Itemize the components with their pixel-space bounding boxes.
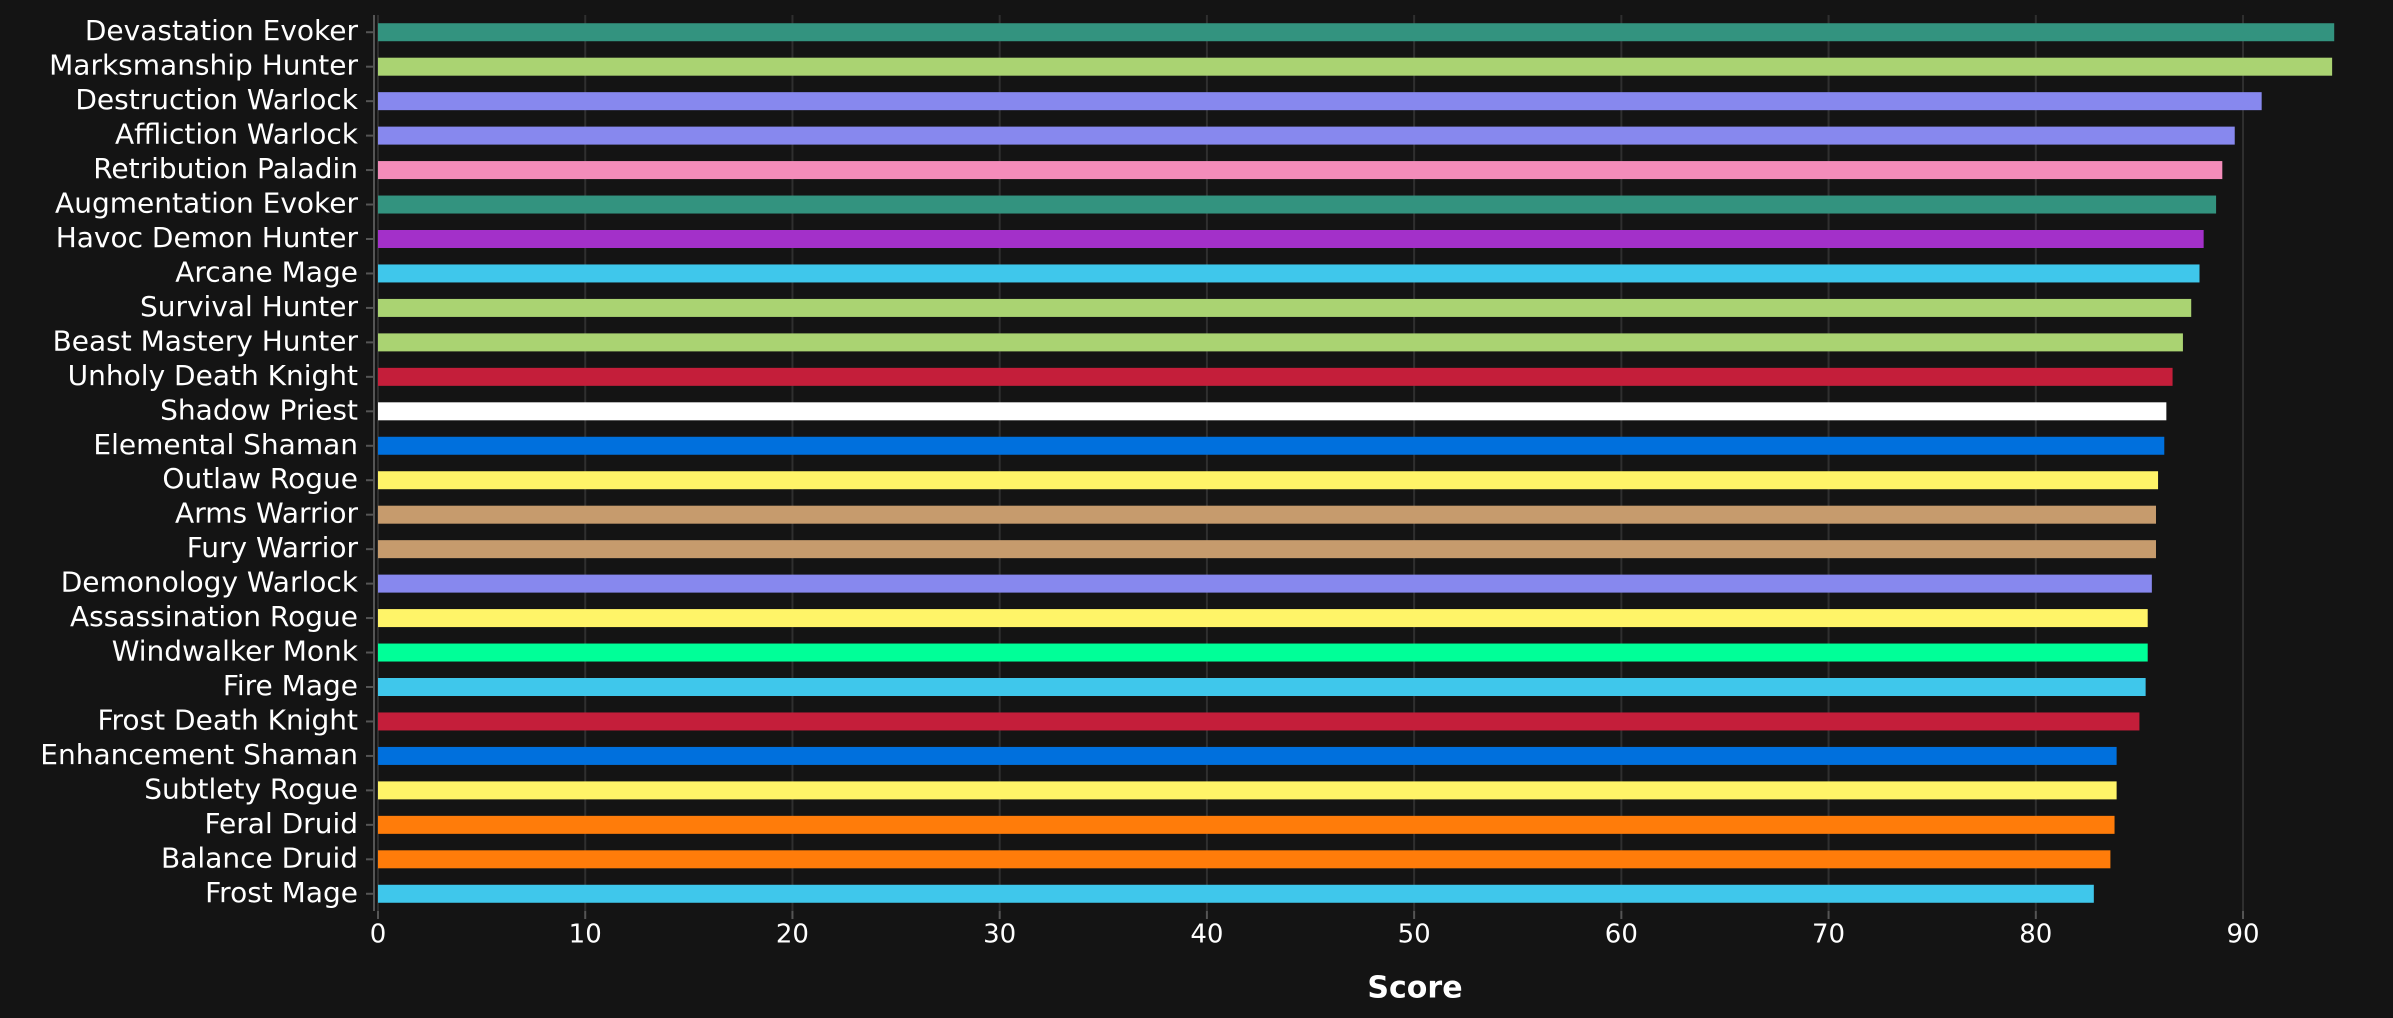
bar xyxy=(378,884,2094,903)
y-tick-label: Survival Hunter xyxy=(140,290,359,323)
bar xyxy=(378,609,2148,628)
y-tick-label: Frost Mage xyxy=(205,876,358,909)
bar xyxy=(378,333,2183,352)
bar xyxy=(378,195,2217,214)
y-tick-label: Frost Death Knight xyxy=(97,703,358,736)
bar xyxy=(378,264,2200,283)
y-tick-label: Fire Mage xyxy=(223,669,358,702)
x-tick-label: 0 xyxy=(370,920,387,950)
x-tick-label: 90 xyxy=(2226,920,2259,950)
bar xyxy=(378,746,2117,765)
y-tick-label: Elemental Shaman xyxy=(93,428,358,461)
bar xyxy=(378,367,2173,386)
bar xyxy=(378,815,2115,834)
bar xyxy=(378,126,2235,145)
y-tick-label: Augmentation Evoker xyxy=(55,187,358,220)
x-tick-label: 60 xyxy=(1605,920,1638,950)
bar xyxy=(378,402,2167,421)
y-tick-label: Feral Druid xyxy=(204,807,358,840)
x-axis-title: Score xyxy=(1367,971,1462,1006)
y-tick-label: Windwalker Monk xyxy=(112,635,359,668)
y-tick-label: Devastation Evoker xyxy=(85,14,359,47)
y-tick-label: Havoc Demon Hunter xyxy=(56,221,359,254)
y-tick-label: Affliction Warlock xyxy=(115,118,359,151)
bar xyxy=(378,298,2192,317)
bar xyxy=(378,850,2111,869)
bar xyxy=(378,781,2117,800)
x-tick-label: 70 xyxy=(1812,920,1845,950)
y-tick-label: Arms Warrior xyxy=(175,497,358,530)
bar xyxy=(378,436,2165,455)
bar xyxy=(378,57,2333,76)
y-tick-label: Beast Mastery Hunter xyxy=(53,324,359,357)
y-tick-label: Shadow Priest xyxy=(160,393,358,426)
y-tick-label: Demonology Warlock xyxy=(61,566,359,599)
y-tick-label: Subtlety Rogue xyxy=(144,772,358,805)
y-tick-label: Balance Druid xyxy=(161,841,358,874)
x-tick-label: 10 xyxy=(569,920,602,950)
y-tick-label: Fury Warrior xyxy=(187,531,359,564)
y-tick-label: Enhancement Shaman xyxy=(40,738,358,771)
y-tick-label: Retribution Paladin xyxy=(93,152,358,185)
bar xyxy=(378,574,2152,593)
bar xyxy=(378,230,2204,248)
y-tick-label: Destruction Warlock xyxy=(75,83,358,116)
bar xyxy=(378,643,2148,662)
bar xyxy=(378,505,2156,524)
x-tick-label: 30 xyxy=(983,920,1016,950)
y-tick-label: Outlaw Rogue xyxy=(162,462,358,495)
bar xyxy=(378,92,2262,111)
bar xyxy=(378,471,2159,490)
bar xyxy=(378,678,2146,696)
bar xyxy=(378,712,2140,731)
x-tick-label: 80 xyxy=(2019,920,2052,950)
y-tick-label: Assassination Rogue xyxy=(70,600,358,633)
bar xyxy=(378,161,2223,180)
x-tick-label: 20 xyxy=(776,920,809,950)
x-tick-label: 50 xyxy=(1398,920,1431,950)
x-tick-label: 40 xyxy=(1190,920,1223,950)
bar xyxy=(378,540,2156,559)
y-tick-label: Marksmanship Hunter xyxy=(49,49,358,82)
y-tick-label: Arcane Mage xyxy=(175,255,358,288)
bar xyxy=(378,23,2335,42)
y-tick-label: Unholy Death Knight xyxy=(68,359,358,392)
